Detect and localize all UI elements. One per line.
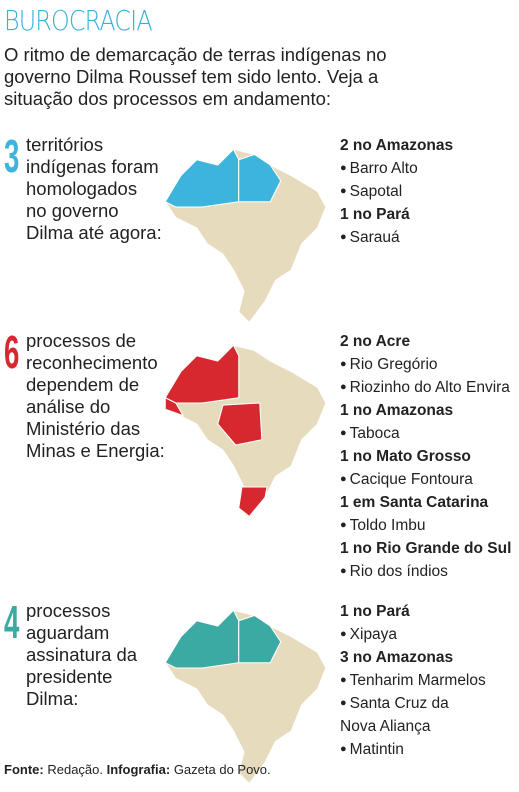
list: 2 no Acre Rio GregórioRiozinho do Alto En…: [340, 330, 511, 583]
credit-label: Infografia:: [106, 762, 171, 777]
text-line: dependem de: [26, 374, 140, 395]
group-heading: 1 em Santa Catarina: [340, 494, 489, 511]
text-line: assinatura da: [26, 644, 138, 665]
text-line: reconhecimento: [26, 352, 158, 373]
item: Barro Alto: [340, 157, 453, 180]
text-line: indígenas foram: [26, 156, 159, 177]
big-number: 6: [4, 326, 20, 378]
item: Tenharim Marmelos: [340, 669, 486, 692]
map-region: [164, 344, 240, 404]
item-text: Santa Cruz da Nova Aliança: [340, 695, 449, 735]
group-heading: 1 no Pará: [340, 206, 410, 223]
intro-line: governo Dilma Roussef tem sido lento. Ve…: [4, 66, 379, 87]
text-line: processos: [26, 600, 111, 621]
text-line: Minas e Energia:: [26, 440, 165, 461]
item: Santa Cruz da Nova Aliança: [340, 692, 460, 738]
map: [164, 148, 327, 324]
group-heading: 3 no Amazonas: [340, 649, 454, 666]
section-text: territórios indígenas foram homologados no …: [26, 134, 162, 244]
item: Toldo Imbu: [340, 514, 511, 537]
item: Taboca: [340, 422, 511, 445]
item: Cacique Fontoura: [340, 468, 511, 491]
item: Rio dos índios: [340, 560, 511, 583]
text-line: aguardam: [26, 622, 110, 643]
item: Xipaya: [340, 623, 486, 646]
section-text: processos aguardam assinatura da presidente…: [26, 600, 137, 710]
item: Sapotal: [340, 180, 453, 203]
text-line: territórios: [26, 134, 104, 155]
section-text: processos de reconhecimento dependem de aná…: [26, 330, 165, 462]
credit: Gazeta do Povo.: [173, 762, 271, 777]
text-line: presidente: [26, 666, 113, 687]
list: 2 no Amazonas Barro AltoSapotal 1 no Pará S…: [340, 134, 453, 249]
item: Rio Gregório: [340, 353, 511, 376]
big-number: 4: [4, 596, 20, 648]
footer: Fonte: Redação. Infografia: Gazeta do Po…: [4, 762, 271, 777]
intro-line: situação dos processos em andamento:: [4, 88, 332, 109]
text-line: Dilma:: [26, 688, 79, 709]
item: Riozinho do Alto Envira: [340, 376, 511, 399]
item: Matintin: [340, 738, 486, 761]
intro: O ritmo de demarcação de terras indígena…: [4, 44, 387, 110]
group-heading: 1 no Amazonas: [340, 402, 454, 419]
item: Sarauá: [340, 226, 453, 249]
text-line: processos de: [26, 330, 137, 351]
group-heading: 2 no Acre: [340, 333, 411, 350]
map-region: [164, 148, 240, 208]
group-heading: 1 no Mato Grosso: [340, 448, 471, 465]
text-line: análise do: [26, 396, 111, 417]
source-label: Fonte:: [4, 762, 44, 777]
big-number: 3: [4, 130, 20, 182]
title: BUROCRACIA: [4, 4, 153, 37]
text-line: Dilma até agora:: [26, 222, 162, 243]
map: [164, 344, 327, 520]
text-line: homologados: [26, 178, 138, 199]
group-heading: 1 no Pará: [340, 603, 410, 620]
text-line: Ministério das: [26, 418, 141, 439]
map-region: [164, 609, 240, 669]
source: Redação.: [47, 762, 103, 777]
group-heading: 2 no Amazonas: [340, 137, 454, 154]
intro-line: O ritmo de demarcação de terras indígena…: [4, 44, 387, 65]
map-region: [238, 486, 268, 517]
group-heading: 1 no Rio Grande do Sul: [340, 540, 512, 557]
text-line: no governo: [26, 200, 119, 221]
list: 1 no Pará Xipaya 3 no Amazonas Tenharim Mar…: [340, 600, 486, 761]
